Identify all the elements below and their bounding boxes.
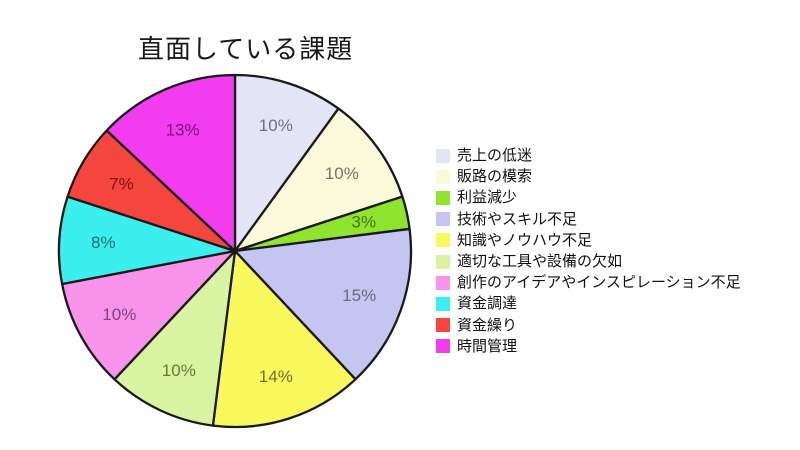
legend-label: 資金繰り: [457, 316, 518, 334]
legend-label: 時間管理: [457, 337, 518, 355]
pie-slice: [60, 249, 237, 381]
pie-slice: [57, 195, 237, 286]
legend-swatch: [436, 339, 450, 354]
legend-item: 技術やスキル不足: [436, 209, 741, 230]
pie-slice-percent-label: 14%: [259, 367, 293, 386]
pie-slice-percent-label: 3%: [352, 213, 377, 232]
legend-item: 創作のアイデアやインスピレーション不足: [436, 272, 741, 293]
legend-item: 利益減少: [436, 187, 741, 208]
legend-swatch: [436, 169, 450, 184]
legend-label: 販路の模索: [457, 168, 533, 186]
legend-swatch: [436, 254, 450, 269]
pie-slice: [233, 227, 413, 381]
pie-slice-percent-label: 8%: [91, 233, 116, 252]
legend-swatch: [436, 275, 450, 290]
legend-swatch: [436, 148, 450, 163]
legend-label: 技術やスキル不足: [457, 210, 578, 228]
legend-label: 適切な工具や設備の欠如: [457, 253, 623, 271]
pie-slice-percent-label: 7%: [109, 174, 134, 193]
legend-label: 知識やノウハウ不足: [457, 231, 593, 249]
pie-slice: [233, 107, 404, 253]
pie-slice-percent-label: 10%: [259, 116, 293, 135]
legend-item: 資金調達: [436, 293, 741, 314]
pie-slice: [105, 73, 237, 253]
legend-label: 利益減少: [457, 189, 518, 207]
legend-item: 適切な工具や設備の欠如: [436, 251, 741, 272]
legend-swatch: [436, 296, 450, 311]
chart-title: 直面している課題: [138, 34, 354, 64]
legend-swatch: [436, 212, 450, 227]
legend-label: 売上の低迷: [457, 147, 533, 165]
chart-legend: 売上の低迷販路の模索利益減少技術やスキル不足 知識やノウハウ不足適切な工具や設備の…: [436, 145, 741, 357]
legend-label: 資金調達: [457, 295, 518, 313]
legend-swatch: [436, 318, 450, 333]
legend-item: 売上の低迷: [436, 145, 741, 166]
pie-slice-percent-label: 10%: [162, 361, 196, 380]
legend-item: 時間管理: [436, 336, 741, 357]
pie-slice-percent-label: 10%: [102, 305, 136, 324]
legend-item: 販路の模索: [436, 166, 741, 187]
pie-slice: [233, 73, 340, 253]
pie-slice-percent-label: 13%: [166, 120, 200, 139]
pie-slice-percent-label: 10%: [325, 164, 359, 183]
pie-slice-percent-label: 15%: [342, 286, 376, 305]
legend-swatch: [436, 190, 450, 205]
legend-item: 資金繰り: [436, 315, 741, 336]
legend-item: 知識やノウハウ不足: [436, 230, 741, 251]
legend-label: 創作のアイデアやインスピレーション不足: [457, 274, 741, 292]
pie-slice: [211, 249, 357, 429]
legend-swatch: [436, 233, 450, 248]
pie-slice: [113, 249, 237, 427]
